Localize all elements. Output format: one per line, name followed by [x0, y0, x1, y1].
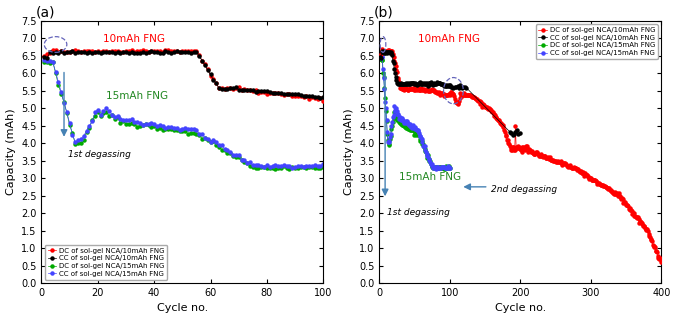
DC of sol-gel NCA/15mAh FNG [441, 167, 449, 171]
DC of sol-gel NCA/10mAh FNG [210, 77, 218, 81]
DC of sol-gel NCA/10mAh FNG [299, 95, 308, 99]
X-axis label: Cycle no.: Cycle no. [495, 303, 546, 314]
CC of sol-gel NCA/15mAh FNG [446, 166, 454, 170]
CC of sol-gel NCA/15mAh FNG [94, 108, 102, 112]
DC of sol-gel NCA/15mAh FNG [319, 166, 327, 169]
DC of sol-gel NCA/15mAh FNG [49, 60, 57, 63]
CC of sol-gel NCA/15mAh FNG [389, 113, 397, 117]
DC of sol-gel NCA/10mAh FNG [468, 95, 477, 99]
Legend: DC of sol-gel NCA/10mAh FNG, CC of sol-gel NCA/10mAh FNG, DC of sol-gel NCA/15mA: DC of sol-gel NCA/10mAh FNG, CC of sol-g… [535, 24, 658, 59]
Legend: DC of sol-gel NCA/10mAh FNG, CC of sol-gel NCA/10mAh FNG, DC of sol-gel NCA/15mA: DC of sol-gel NCA/10mAh FNG, CC of sol-g… [45, 245, 167, 279]
DC of sol-gel NCA/10mAh FNG [41, 54, 49, 58]
CC of sol-gel NCA/10mAh FNG [400, 82, 408, 86]
DC of sol-gel NCA/15mAh FNG [187, 131, 195, 135]
DC of sol-gel NCA/10mAh FNG [187, 49, 195, 53]
CC of sol-gel NCA/15mAh FNG [392, 106, 400, 110]
CC of sol-gel NCA/10mAh FNG [516, 131, 524, 135]
DC of sol-gel NCA/10mAh FNG [377, 48, 385, 51]
CC of sol-gel NCA/15mAh FNG [299, 165, 308, 168]
DC of sol-gel NCA/15mAh FNG [443, 166, 452, 169]
CC of sol-gel NCA/15mAh FNG [41, 58, 49, 62]
DC of sol-gel NCA/10mAh FNG [581, 172, 589, 175]
Y-axis label: Capacity (mAh): Capacity (mAh) [343, 108, 354, 195]
X-axis label: Cycle no.: Cycle no. [157, 303, 208, 314]
Text: 2nd degassing: 2nd degassing [491, 185, 557, 194]
CC of sol-gel NCA/15mAh FNG [376, 55, 384, 58]
Text: 15mAh FNG: 15mAh FNG [400, 172, 461, 182]
Text: (a): (a) [36, 5, 55, 19]
CC of sol-gel NCA/10mAh FNG [210, 78, 218, 82]
Line: CC of sol-gel NCA/15mAh FNG: CC of sol-gel NCA/15mAh FNG [43, 58, 324, 169]
DC of sol-gel NCA/10mAh FNG [108, 49, 116, 53]
CC of sol-gel NCA/10mAh FNG [377, 49, 385, 53]
CC of sol-gel NCA/15mAh FNG [288, 166, 296, 170]
CC of sol-gel NCA/10mAh FNG [319, 95, 327, 99]
DC of sol-gel NCA/10mAh FNG [410, 86, 418, 90]
Line: CC of sol-gel NCA/10mAh FNG: CC of sol-gel NCA/10mAh FNG [43, 49, 324, 99]
Y-axis label: Capacity (mAh): Capacity (mAh) [5, 108, 16, 195]
CC of sol-gel NCA/15mAh FNG [308, 164, 316, 168]
CC of sol-gel NCA/10mAh FNG [94, 50, 102, 54]
Text: 10mAh FNG: 10mAh FNG [418, 34, 480, 44]
Text: 1st degassing: 1st degassing [68, 150, 131, 159]
DC of sol-gel NCA/15mAh FNG [441, 166, 450, 170]
CC of sol-gel NCA/10mAh FNG [423, 82, 431, 85]
DC of sol-gel NCA/10mAh FNG [49, 48, 57, 51]
CC of sol-gel NCA/15mAh FNG [412, 127, 420, 131]
DC of sol-gel NCA/15mAh FNG [376, 57, 384, 61]
DC of sol-gel NCA/15mAh FNG [108, 113, 116, 117]
DC of sol-gel NCA/15mAh FNG [418, 142, 427, 146]
Text: 1st degassing: 1st degassing [387, 208, 450, 217]
CC of sol-gel NCA/15mAh FNG [319, 162, 327, 166]
CC of sol-gel NCA/10mAh FNG [308, 94, 316, 98]
CC of sol-gel NCA/10mAh FNG [376, 55, 384, 59]
DC of sol-gel NCA/10mAh FNG [580, 173, 588, 176]
CC of sol-gel NCA/10mAh FNG [508, 133, 516, 137]
DC of sol-gel NCA/10mAh FNG [308, 95, 316, 99]
CC of sol-gel NCA/15mAh FNG [443, 166, 451, 170]
CC of sol-gel NCA/15mAh FNG [432, 167, 440, 171]
CC of sol-gel NCA/10mAh FNG [435, 81, 443, 85]
DC of sol-gel NCA/10mAh FNG [657, 260, 665, 264]
CC of sol-gel NCA/15mAh FNG [206, 140, 214, 144]
CC of sol-gel NCA/10mAh FNG [172, 49, 180, 53]
CC of sol-gel NCA/10mAh FNG [316, 96, 324, 100]
DC of sol-gel NCA/15mAh FNG [311, 166, 319, 170]
DC of sol-gel NCA/15mAh FNG [210, 139, 218, 143]
Line: CC of sol-gel NCA/15mAh FNG: CC of sol-gel NCA/15mAh FNG [379, 55, 452, 170]
CC of sol-gel NCA/10mAh FNG [513, 128, 521, 132]
DC of sol-gel NCA/15mAh FNG [302, 166, 310, 170]
DC of sol-gel NCA/10mAh FNG [554, 159, 562, 163]
CC of sol-gel NCA/10mAh FNG [443, 83, 451, 87]
DC of sol-gel NCA/10mAh FNG [97, 50, 105, 54]
Line: DC of sol-gel NCA/10mAh FNG: DC of sol-gel NCA/10mAh FNG [43, 48, 324, 103]
CC of sol-gel NCA/15mAh FNG [105, 109, 113, 113]
CC of sol-gel NCA/15mAh FNG [418, 137, 426, 141]
CC of sol-gel NCA/10mAh FNG [187, 51, 195, 55]
DC of sol-gel NCA/15mAh FNG [41, 60, 49, 64]
DC of sol-gel NCA/15mAh FNG [97, 114, 105, 118]
CC of sol-gel NCA/10mAh FNG [41, 55, 49, 58]
Line: DC of sol-gel NCA/15mAh FNG: DC of sol-gel NCA/15mAh FNG [43, 60, 324, 171]
DC of sol-gel NCA/15mAh FNG [446, 166, 454, 170]
Text: (b): (b) [374, 5, 393, 19]
DC of sol-gel NCA/10mAh FNG [376, 54, 384, 58]
DC of sol-gel NCA/10mAh FNG [488, 110, 496, 114]
Line: DC of sol-gel NCA/15mAh FNG: DC of sol-gel NCA/15mAh FNG [379, 57, 452, 171]
DC of sol-gel NCA/15mAh FNG [271, 167, 279, 171]
CC of sol-gel NCA/15mAh FNG [441, 166, 449, 169]
CC of sol-gel NCA/10mAh FNG [105, 50, 113, 54]
Line: DC of sol-gel NCA/10mAh FNG: DC of sol-gel NCA/10mAh FNG [379, 48, 662, 264]
DC of sol-gel NCA/15mAh FNG [377, 57, 385, 61]
DC of sol-gel NCA/10mAh FNG [319, 99, 327, 103]
CC of sol-gel NCA/10mAh FNG [394, 82, 402, 85]
DC of sol-gel NCA/15mAh FNG [393, 118, 401, 122]
Text: 15mAh FNG: 15mAh FNG [106, 92, 168, 101]
DC of sol-gel NCA/15mAh FNG [390, 110, 398, 114]
Line: CC of sol-gel NCA/10mAh FNG: CC of sol-gel NCA/10mAh FNG [379, 49, 521, 137]
CC of sol-gel NCA/15mAh FNG [184, 127, 192, 131]
DC of sol-gel NCA/15mAh FNG [413, 131, 421, 135]
CC of sol-gel NCA/10mAh FNG [299, 94, 308, 98]
Text: 10mAh FNG: 10mAh FNG [103, 34, 166, 44]
